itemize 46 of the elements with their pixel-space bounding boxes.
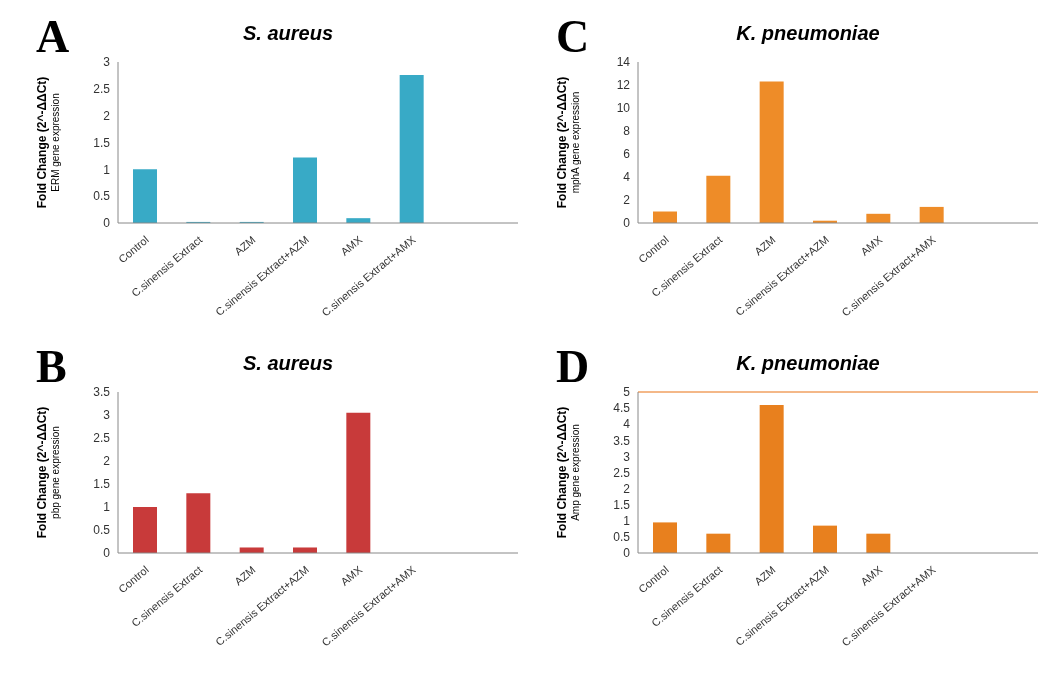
- y-tick-label: 1: [623, 514, 631, 529]
- y-tick-label: 2: [103, 454, 111, 469]
- y-tick-label: 3: [103, 55, 111, 70]
- y-tick-label: 0: [103, 216, 111, 231]
- y-tick-label: 1: [103, 500, 111, 515]
- y-axis-title: Fold Change (2^-ΔΔCt) Amp gene expression: [555, 406, 581, 539]
- y-tick-label: 12: [616, 78, 631, 93]
- y-tick-label: 2.5: [93, 82, 111, 97]
- text: C: [556, 11, 590, 62]
- y-tick-label: 2.5: [613, 465, 631, 480]
- y-tick-label: 1.5: [613, 497, 631, 512]
- y-tick-label: 1: [103, 162, 111, 177]
- text: B: [36, 341, 67, 392]
- y-tick-label: 8: [623, 124, 631, 139]
- y-tick-label: 2.5: [93, 431, 111, 446]
- y-tick-label: 2: [623, 481, 631, 496]
- y-tick-label: 4.5: [613, 401, 631, 416]
- y-axis-title: Fold Change (2^-ΔΔCt) pbp gene expression: [35, 406, 61, 539]
- text: A: [36, 11, 70, 62]
- y-tick-label: 0.5: [93, 189, 111, 204]
- y-tick-label: 5: [623, 385, 631, 400]
- y-tick-label: 3: [623, 449, 631, 464]
- chart-title: S. aureus: [241, 352, 334, 375]
- y-axis-title: Fold Change (2^-ΔΔCt) ERM gene expression: [35, 76, 61, 209]
- y-tick-label: 1.5: [93, 477, 111, 492]
- y-tick-label: 2: [103, 108, 111, 123]
- y-tick-label: 1.5: [93, 135, 111, 150]
- y-tick-label: 3.5: [613, 433, 631, 448]
- chart-title: S. aureus: [241, 22, 334, 45]
- y-tick-label: 0.5: [613, 530, 631, 545]
- y-tick-label: 2: [623, 193, 631, 208]
- y-tick-label: 3: [103, 408, 111, 423]
- y-tick-label: 4: [623, 170, 631, 185]
- y-tick-label: 0: [623, 546, 631, 561]
- y-tick-label: 10: [616, 101, 631, 116]
- y-tick-label: 6: [623, 147, 631, 162]
- chart-title: K. pneumoniae: [735, 352, 881, 375]
- y-tick-label: 0: [623, 216, 631, 231]
- text: D: [556, 341, 590, 392]
- y-tick-label: 14: [616, 55, 631, 70]
- y-axis-title: Fold Change (2^-ΔΔCt) mphA gene expression: [555, 76, 581, 209]
- y-tick-label: 0.5: [93, 523, 111, 538]
- y-tick-label: 4: [623, 417, 631, 432]
- y-tick-label: 3.5: [93, 385, 111, 400]
- chart-title: K. pneumoniae: [735, 22, 881, 45]
- y-tick-label: 0: [103, 546, 111, 561]
